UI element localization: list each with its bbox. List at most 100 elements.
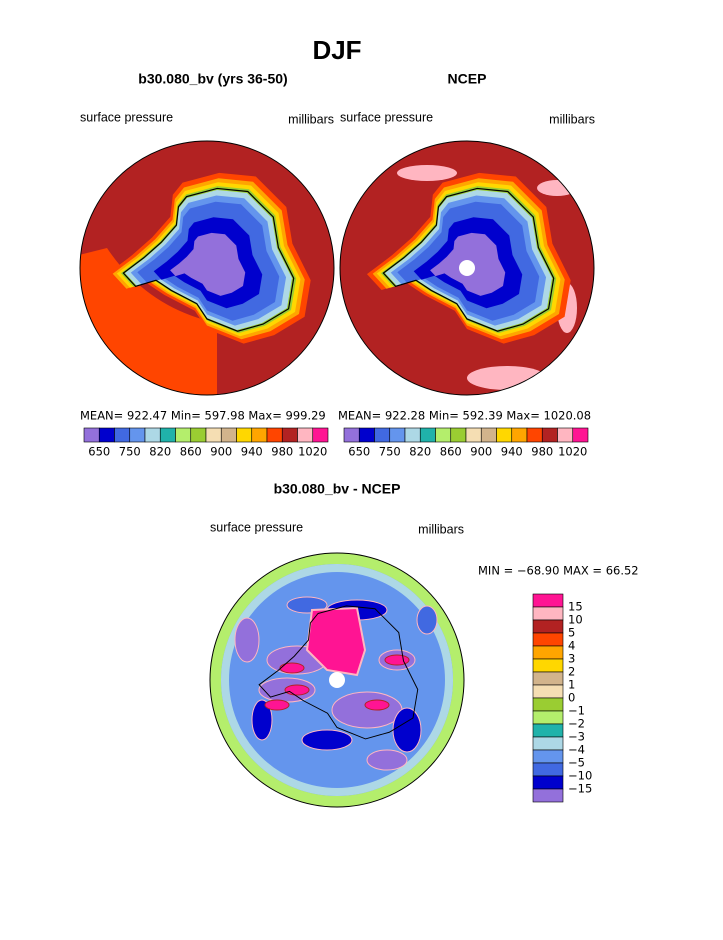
colorbar-label: 10 [568, 613, 583, 627]
region [392, 707, 422, 753]
colorbar-label: 980 [271, 445, 293, 459]
colorbar-label: −1 [568, 704, 585, 718]
colorbar-box [358, 427, 375, 443]
colorbar-box [266, 427, 283, 443]
colorbar-label: 940 [501, 445, 523, 459]
colorbar-label: 1 [568, 678, 575, 692]
pink-region [340, 366, 387, 390]
colorbar-box [532, 671, 564, 686]
colorbar-box [480, 427, 497, 443]
colorbar-box [435, 427, 452, 443]
colorbar-label: 750 [379, 445, 401, 459]
colorbar-box [541, 427, 558, 443]
colorbar-box [450, 427, 467, 443]
colorbar-label: 0 [568, 691, 575, 705]
positive-region [284, 684, 310, 696]
panel-title: NCEP [448, 71, 487, 87]
colorbar-label: 1020 [298, 445, 327, 459]
map-border [209, 552, 465, 808]
stats: MEAN= 922.28 Min= 592.39 Max= 1020.08 [338, 409, 591, 423]
colorbar-box [532, 723, 564, 738]
positive-region [305, 606, 367, 677]
colorbar-label: 650 [88, 445, 110, 459]
colorbar-box [532, 710, 564, 725]
right-label: millibars [418, 522, 464, 536]
panel-title: b30.080_bv (yrs 36-50) [138, 71, 287, 87]
colorbar-box [220, 427, 237, 443]
colorbar-label: 900 [470, 445, 492, 459]
colorbar-label: −2 [568, 717, 585, 731]
positive-region [384, 654, 410, 666]
colorbar-box [532, 762, 564, 777]
colorbar-box [312, 427, 329, 443]
colorbar-label: 650 [348, 445, 370, 459]
colorbar-label: −5 [568, 756, 585, 770]
colorbar-box [532, 775, 564, 790]
positive-region [264, 699, 290, 711]
pink-region [397, 165, 457, 181]
positive-region [364, 699, 390, 711]
left-label: surface pressure [210, 520, 303, 534]
map-border [79, 140, 335, 396]
stats: MEAN= 922.47 Min= 597.98 Max= 999.29 [80, 409, 326, 423]
region [251, 699, 273, 741]
left-label: surface pressure [340, 110, 433, 124]
map-fill [340, 141, 594, 395]
colorbar-label: 900 [210, 445, 232, 459]
colorbar-box [532, 736, 564, 751]
colorbar-label: −4 [568, 743, 585, 757]
colorbar-box [557, 427, 574, 443]
colorbar-label: −3 [568, 730, 585, 744]
colorbar-box [532, 593, 564, 608]
colorbar-box [175, 427, 192, 443]
colorbar-label: 860 [180, 445, 202, 459]
colorbar-box [236, 427, 253, 443]
colorbar-label: 5 [568, 626, 575, 640]
colorbar-box [465, 427, 482, 443]
colorbar-box [532, 788, 564, 803]
colorbar-box [496, 427, 513, 443]
colorbar-box [511, 427, 528, 443]
colorbar-box [532, 658, 564, 673]
colorbar-label: 750 [119, 445, 141, 459]
pink-region [467, 366, 547, 390]
colorbar-label: −15 [568, 782, 592, 796]
colorbar-label: 1020 [558, 445, 587, 459]
pole-hole [459, 260, 475, 276]
colorbar-box [343, 427, 360, 443]
region [416, 605, 438, 635]
colorbar-label: 940 [241, 445, 263, 459]
colorbar-box [532, 749, 564, 764]
stats: MIN = −68.90 MAX = 66.52 [478, 564, 639, 578]
colorbar-box [114, 427, 131, 443]
colorbar-box [572, 427, 589, 443]
figure-title: DJF [312, 35, 361, 65]
colorbar-box [526, 427, 543, 443]
colorbar-box [419, 427, 436, 443]
colorbar-box [144, 427, 161, 443]
colorbar-box [190, 427, 207, 443]
outer-ring [210, 553, 464, 807]
pole-hole [329, 672, 345, 688]
colorbar-label: 2 [568, 665, 575, 679]
region [234, 617, 260, 663]
colorbar-box [83, 427, 100, 443]
colorbar-box [159, 427, 176, 443]
region [331, 691, 403, 729]
colorbar-label: 860 [440, 445, 462, 459]
panel-title: b30.080_bv - NCEP [274, 481, 401, 497]
colorbar-label: 820 [149, 445, 171, 459]
colorbar-box [404, 427, 421, 443]
region [366, 749, 408, 771]
colorbar-label: 15 [568, 600, 583, 614]
region [301, 729, 353, 751]
map-border [339, 140, 595, 396]
colorbar-box [532, 645, 564, 660]
map-fill [80, 141, 334, 395]
colorbar-box [297, 427, 314, 443]
left-label: surface pressure [80, 110, 173, 124]
colorbar-box [205, 427, 222, 443]
right-label: millibars [288, 112, 334, 126]
colorbar-box [129, 427, 146, 443]
